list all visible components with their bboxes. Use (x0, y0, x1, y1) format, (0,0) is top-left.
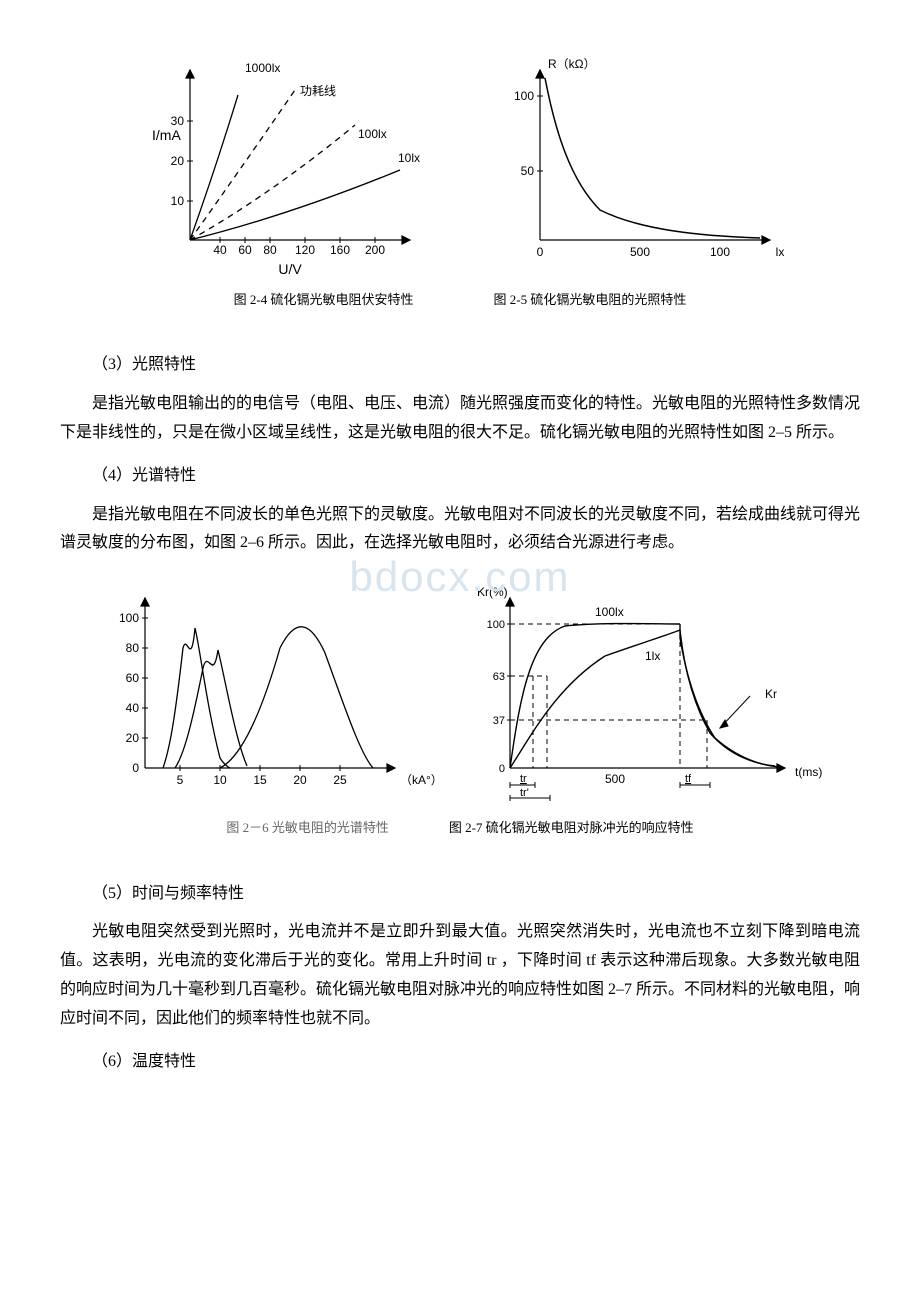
section-4-body: 是指光敏电阻在不同波长的单色光照下的灵敏度。光敏电阻对不同波长的光灵敏度不同，若… (60, 501, 860, 559)
fig-2-4-chart: 10 20 30 40 60 80 120 160 200 I/mA U (120, 40, 460, 280)
figure-row-1: 10 20 30 40 60 80 120 160 200 I/mA U (60, 40, 860, 280)
fig-2-5-caption: 图 2-5 硫化镉光敏电阻的光照特性 (494, 288, 687, 311)
x-axis-label: （kA°） (400, 773, 435, 787)
svg-text:100: 100 (487, 619, 505, 631)
x-axis-label: t(ms) (795, 765, 822, 779)
caption-row-1: 图 2-4 硫化镉光敏电阻伏安特性 图 2-5 硫化镉光敏电阻的光照特性 (60, 288, 860, 311)
svg-text:20: 20 (126, 731, 140, 745)
series-label: 1lx (645, 649, 660, 663)
svg-text:80: 80 (126, 641, 140, 655)
series-label: 功耗线 (300, 84, 336, 98)
section-3-title: （3）光照特性 (60, 351, 860, 380)
marker-label: tr' (520, 787, 529, 799)
fig-2-4-caption: 图 2-4 硫化镉光敏电阻伏安特性 (234, 288, 414, 311)
fig-2-5-chart: R（kΩ） 100 50 0 500 100 lx (480, 40, 800, 280)
y-tick: 20 (171, 154, 185, 168)
svg-text:100: 100 (514, 89, 534, 103)
svg-text:37: 37 (493, 715, 505, 727)
svg-text:0: 0 (537, 245, 544, 259)
svg-text:20: 20 (293, 773, 307, 787)
svg-text:120: 120 (295, 243, 315, 257)
svg-text:40: 40 (213, 243, 227, 257)
series-label: 100lx (595, 605, 624, 619)
section-5-title: （5）时间与频率特性 (60, 880, 860, 909)
fig-2-7-caption: 图 2-7 硫化镉光敏电阻对脉冲光的响应特性 (449, 816, 694, 839)
svg-text:0: 0 (499, 763, 505, 775)
section-5-body: 光敏电阻突然受到光照时，光电流并不是立即升到最大值。光照突然消失时，光电流也不立… (60, 918, 860, 1033)
svg-text:60: 60 (238, 243, 252, 257)
marker-label: tf (685, 773, 692, 785)
svg-text:63: 63 (493, 671, 505, 683)
page: { "watermark": "bdocx.com", "fig24": { "… (60, 40, 860, 1076)
series-label: Kr (765, 687, 777, 701)
x-axis-label: U/V (278, 261, 302, 277)
series-label: 1000lx (245, 61, 280, 75)
svg-text:100: 100 (710, 245, 730, 259)
svg-text:100: 100 (119, 611, 139, 625)
svg-text:0: 0 (132, 761, 139, 775)
y-axis-label: Kr(%) (477, 585, 508, 599)
x-tick: 500 (605, 772, 625, 786)
svg-text:500: 500 (630, 245, 650, 259)
figure-row-2: 0 20 40 60 80 100 5 10 15 20 25 (60, 578, 860, 808)
x-axis-label: lx (776, 245, 785, 259)
svg-text:50: 50 (521, 164, 535, 178)
fig-2-6-chart: 0 20 40 60 80 100 5 10 15 20 25 (95, 578, 435, 808)
marker-label: tr (520, 773, 527, 785)
series-label: 100lx (358, 127, 387, 141)
section-6-title: （6）温度特性 (60, 1048, 860, 1077)
svg-text:40: 40 (126, 701, 140, 715)
svg-text:15: 15 (253, 773, 267, 787)
svg-text:80: 80 (263, 243, 277, 257)
section-4-title: （4）光谱特性 (60, 462, 860, 491)
y-axis-label: R（kΩ） (548, 57, 596, 71)
caption-row-2: 图 2－6 光敏电阻的光谱特性 图 2-7 硫化镉光敏电阻对脉冲光的响应特性 (60, 816, 860, 839)
svg-text:160: 160 (330, 243, 350, 257)
fig-2-7-chart: 0 37 63 100 Kr(%) (455, 578, 825, 808)
svg-text:10: 10 (213, 773, 227, 787)
svg-text:25: 25 (333, 773, 347, 787)
svg-text:5: 5 (177, 773, 184, 787)
series-label: 10lx (398, 151, 420, 165)
svg-text:200: 200 (365, 243, 385, 257)
section-3-body: 是指光敏电阻输出的的电信号（电阻、电压、电流）随光照强度而变化的特性。光敏电阻的… (60, 390, 860, 448)
fig-2-6-caption: 图 2－6 光敏电阻的光谱特性 (226, 816, 389, 839)
svg-text:60: 60 (126, 671, 140, 685)
y-tick: 10 (171, 194, 185, 208)
y-tick: 30 (171, 114, 185, 128)
y-axis-label: I/mA (152, 127, 181, 143)
